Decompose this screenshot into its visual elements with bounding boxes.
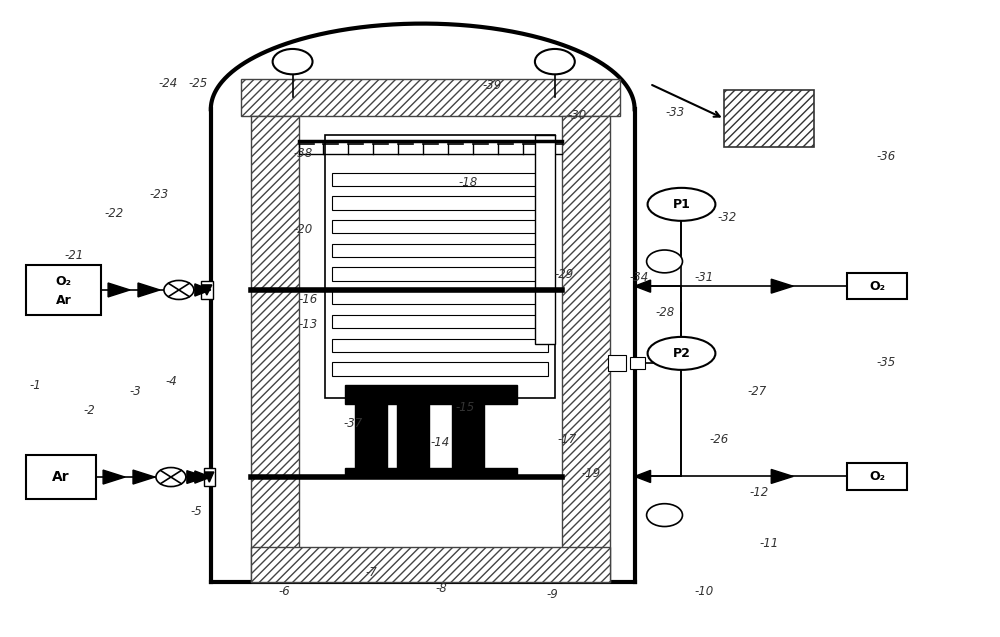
Text: -34: -34: [630, 271, 649, 283]
Polygon shape: [195, 284, 211, 296]
Bar: [724, 90, 814, 147]
Text: -13: -13: [299, 318, 318, 331]
Polygon shape: [195, 471, 211, 483]
Polygon shape: [205, 472, 214, 482]
Text: -35: -35: [877, 356, 896, 369]
Text: -12: -12: [749, 487, 769, 499]
Text: -29: -29: [555, 268, 574, 281]
Bar: [345, 468, 517, 475]
Text: -17: -17: [558, 433, 577, 445]
Bar: [630, 357, 645, 369]
Text: -37: -37: [343, 417, 363, 429]
Polygon shape: [108, 283, 130, 297]
Text: Ar: Ar: [56, 294, 72, 306]
Text: P1: P1: [673, 198, 690, 211]
Bar: [452, 404, 484, 468]
Ellipse shape: [648, 188, 715, 221]
Polygon shape: [635, 280, 651, 292]
Circle shape: [535, 49, 575, 75]
Text: -26: -26: [709, 433, 729, 445]
Text: -4: -4: [166, 375, 178, 389]
Text: -39: -39: [482, 78, 501, 92]
Bar: [535, 134, 555, 344]
Text: -2: -2: [83, 404, 95, 417]
Polygon shape: [771, 279, 793, 293]
Bar: [397, 404, 429, 468]
Bar: [332, 291, 548, 304]
Bar: [26, 455, 96, 499]
Circle shape: [647, 250, 682, 273]
Text: -21: -21: [64, 248, 83, 262]
Ellipse shape: [648, 337, 715, 370]
Text: -16: -16: [299, 293, 318, 306]
Circle shape: [273, 49, 313, 75]
Text: -18: -18: [458, 176, 477, 189]
Text: O₂: O₂: [56, 275, 72, 288]
Text: -30: -30: [568, 109, 587, 122]
Bar: [325, 134, 555, 397]
Text: -27: -27: [747, 385, 767, 398]
Bar: [201, 281, 213, 299]
Text: -28: -28: [656, 306, 675, 318]
Text: -7: -7: [365, 566, 377, 578]
Bar: [608, 355, 626, 371]
Bar: [251, 115, 299, 582]
Text: P2: P2: [673, 347, 690, 360]
Text: -32: -32: [717, 210, 737, 224]
Bar: [204, 468, 215, 486]
Text: -1: -1: [29, 378, 41, 392]
Text: -23: -23: [149, 189, 168, 201]
Text: -10: -10: [694, 585, 714, 598]
Text: -25: -25: [189, 77, 208, 90]
Text: -24: -24: [159, 77, 178, 90]
Bar: [332, 315, 548, 328]
Bar: [332, 268, 548, 281]
Text: -9: -9: [547, 588, 559, 601]
Text: -19: -19: [582, 468, 601, 480]
Bar: [847, 273, 907, 299]
Polygon shape: [202, 285, 212, 295]
Bar: [345, 385, 517, 404]
Text: -14: -14: [430, 436, 449, 448]
Text: O₂: O₂: [869, 280, 885, 292]
Circle shape: [164, 280, 194, 299]
Text: -33: -33: [666, 106, 685, 119]
Circle shape: [156, 468, 186, 487]
Text: O₂: O₂: [869, 470, 885, 483]
Text: -11: -11: [759, 537, 779, 550]
Bar: [332, 173, 548, 186]
Circle shape: [647, 504, 682, 527]
Bar: [332, 196, 548, 210]
Text: -36: -36: [877, 150, 896, 163]
Text: -38: -38: [294, 147, 313, 160]
Text: -20: -20: [294, 223, 313, 236]
Text: -15: -15: [455, 401, 474, 414]
Text: -6: -6: [279, 585, 290, 598]
Bar: [332, 244, 548, 257]
Bar: [332, 338, 548, 352]
Bar: [332, 220, 548, 233]
Polygon shape: [103, 470, 125, 484]
Bar: [847, 463, 907, 490]
Bar: [26, 264, 101, 315]
Text: -5: -5: [191, 505, 203, 519]
Polygon shape: [771, 469, 793, 483]
Polygon shape: [187, 471, 207, 483]
Bar: [355, 404, 387, 468]
Bar: [251, 547, 610, 582]
Bar: [332, 362, 548, 376]
Polygon shape: [138, 283, 160, 297]
Text: -8: -8: [435, 582, 447, 594]
Text: -3: -3: [129, 385, 141, 398]
Text: -22: -22: [104, 208, 123, 220]
Polygon shape: [635, 470, 651, 482]
Text: -31: -31: [694, 271, 714, 283]
Text: Ar: Ar: [52, 470, 70, 484]
Bar: [241, 79, 620, 115]
Bar: [562, 115, 610, 582]
Polygon shape: [133, 470, 155, 484]
